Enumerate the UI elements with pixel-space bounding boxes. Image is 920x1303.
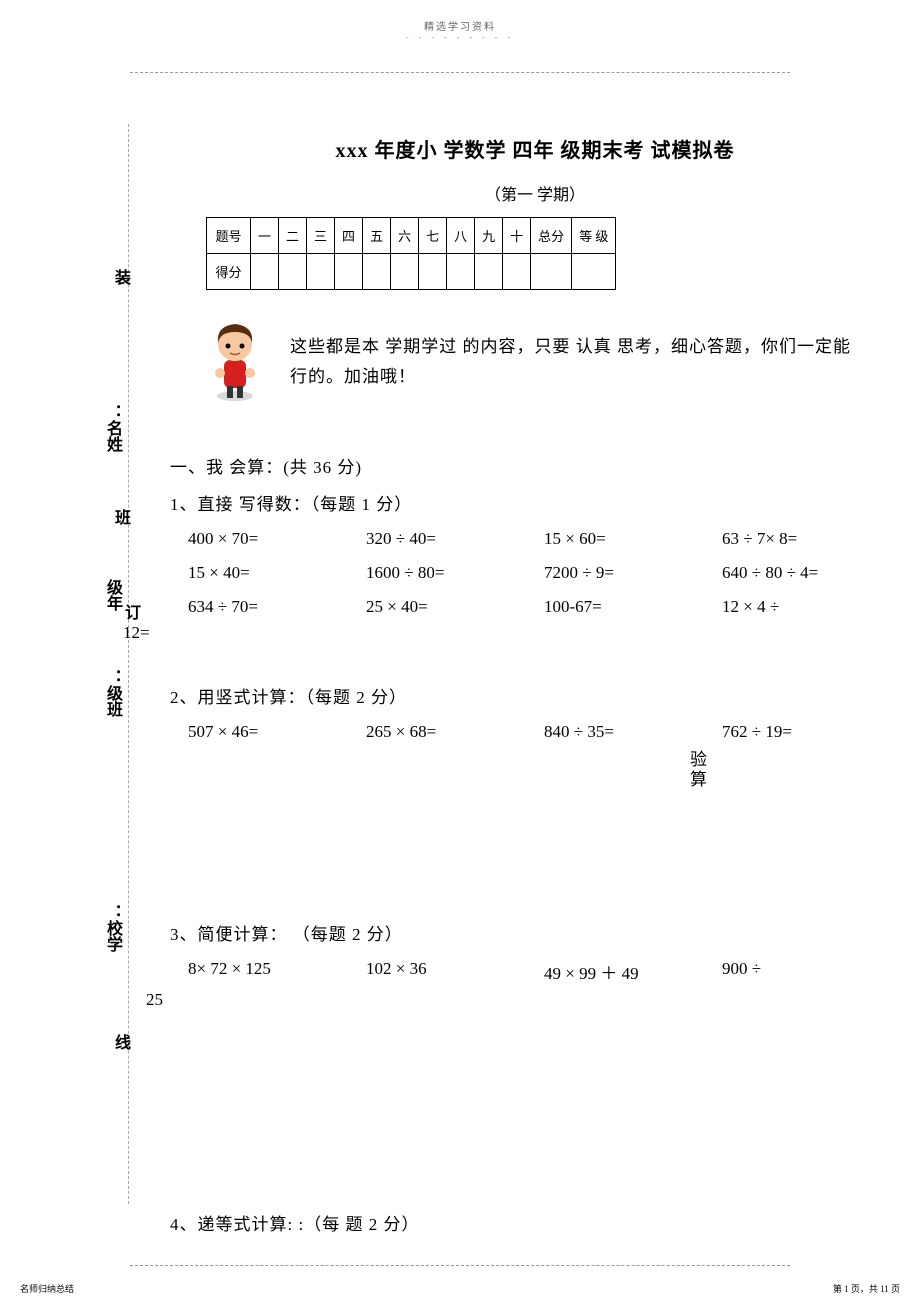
section-heading: 一、我 会算：(共 36 分): [170, 453, 900, 478]
q-cell: 100-67=: [544, 597, 722, 617]
verify-label: 验 算: [690, 750, 900, 790]
margin-xian: 线: [108, 1034, 132, 1050]
score-cell: [391, 254, 419, 290]
sub-heading: 2、用竖式计算：（每题 2 分）: [170, 683, 900, 708]
col-h: 一: [251, 218, 279, 254]
q-cell: 900 ÷: [722, 959, 900, 984]
overflow-text: 25: [146, 990, 900, 1010]
row-label: 得分: [207, 254, 251, 290]
col-h: 七: [419, 218, 447, 254]
q-cell: 25 × 40=: [366, 597, 544, 617]
left-margin: 装 ：名姓 班 级年 订 ：级班 ：校学 线: [0, 124, 130, 1204]
margin-xuexiao: ：校学: [100, 904, 124, 952]
q-cell: 7200 ÷ 9=: [544, 563, 722, 583]
page-body: 装 ：名姓 班 级年 订 ：级班 ：校学 线 xxx 年度小 学数学 四年 级期…: [0, 124, 920, 1235]
margin-zhuang: 装: [108, 269, 132, 285]
content-area: xxx 年度小 学数学 四年 级期末考 试模拟卷 （第一 学期） 题号 一 二 …: [130, 124, 920, 1235]
q-cell: 63 ÷ 7× 8=: [722, 529, 900, 549]
score-cell: [503, 254, 531, 290]
score-cell: [335, 254, 363, 290]
q-cell: 640 ÷ 80 ÷ 4=: [722, 563, 900, 583]
top-divider: [130, 72, 790, 74]
question-row: 8× 72 × 125 102 × 36 49 × 99 ＋ 49 900 ÷: [170, 959, 900, 984]
q-cell: 265 × 68=: [366, 722, 544, 742]
question-row: 400 × 70= 320 ÷ 40= 15 × 60= 63 ÷ 7× 8=: [170, 529, 900, 549]
score-table: 题号 一 二 三 四 五 六 七 八 九 十 总分 等 级 得分: [206, 217, 616, 290]
exam-subtitle: （第一 学期）: [170, 181, 900, 205]
q-cell: 12 × 4 ÷: [722, 597, 900, 617]
score-cell: [307, 254, 335, 290]
bottom-divider: [130, 1265, 790, 1266]
question-row: 634 ÷ 70= 25 × 40= 100-67= 12 × 4 ÷: [170, 597, 900, 617]
q-cell: 840 ÷ 35=: [544, 722, 722, 742]
score-cell: [475, 254, 503, 290]
col-h: 二: [279, 218, 307, 254]
col-h: 八: [447, 218, 475, 254]
q-cell: 634 ÷ 70=: [188, 597, 366, 617]
footer-left: 名师归纳总结: [20, 1282, 74, 1295]
q-cell: 507 × 46=: [188, 722, 366, 742]
margin-ban: 班: [108, 509, 132, 525]
col-h: 四: [335, 218, 363, 254]
q-cell: 320 ÷ 40=: [366, 529, 544, 549]
col-h: 五: [363, 218, 391, 254]
suan: 算: [690, 770, 707, 789]
score-cell: [419, 254, 447, 290]
score-cell: [279, 254, 307, 290]
q-cell: 762 ÷ 19=: [722, 722, 900, 742]
overflow-text: 12=: [123, 623, 900, 643]
question-row: 507 × 46= 265 × 68= 840 ÷ 35= 762 ÷ 19=: [170, 722, 900, 742]
col-h: 十: [503, 218, 531, 254]
score-cell: [531, 254, 572, 290]
margin-banji: ：级班: [100, 669, 124, 717]
header-dots: - - - - - - - - -: [0, 33, 920, 42]
q-cell: 400 × 70=: [188, 529, 366, 549]
margin-name: ：名姓: [100, 404, 124, 452]
q-cell: 15 × 60=: [544, 529, 722, 549]
footer-right: 第 1 页，共 11 页: [833, 1282, 900, 1295]
header-text: 精选学习资料: [0, 0, 920, 33]
table-row: 得分: [207, 254, 616, 290]
row-label: 题号: [207, 218, 251, 254]
sub-heading: 1、直接 写得数：（每题 1 分）: [170, 490, 900, 515]
q-cell: 8× 72 × 125: [188, 959, 366, 984]
page-header: 精选学习资料 - - - - - - - - -: [0, 0, 920, 42]
exam-title: xxx 年度小 学数学 四年 级期末考 试模拟卷: [170, 134, 900, 163]
cartoon-boy-icon: [200, 318, 270, 403]
col-h: 总分: [531, 218, 572, 254]
tip-box: 这些都是本 学期学过 的内容，只要 认真 思考，细心答题，你们一定能行的。加油哦…: [200, 318, 900, 403]
col-h: 三: [307, 218, 335, 254]
table-row: 题号 一 二 三 四 五 六 七 八 九 十 总分 等 级: [207, 218, 616, 254]
score-cell: [251, 254, 279, 290]
yan: 验: [690, 750, 707, 769]
tip-text: 这些都是本 学期学过 的内容，只要 认真 思考，细心答题，你们一定能行的。加油哦…: [270, 318, 860, 392]
q-cell: 102 × 36: [366, 959, 544, 984]
col-h: 九: [475, 218, 503, 254]
col-h: 六: [391, 218, 419, 254]
q-cell: 15 × 40=: [188, 563, 366, 583]
col-h: 等 级: [572, 218, 616, 254]
score-cell: [447, 254, 475, 290]
question-row: 15 × 40= 1600 ÷ 80= 7200 ÷ 9= 640 ÷ 80 ÷…: [170, 563, 900, 583]
sub-heading: 4、递等式计算: :（每 题 2 分）: [170, 1210, 900, 1235]
score-cell: [363, 254, 391, 290]
score-cell: [572, 254, 616, 290]
q-cell: 1600 ÷ 80=: [366, 563, 544, 583]
sub-heading: 3、简便计算： （每题 2 分）: [170, 920, 900, 945]
q-cell: 49 × 99 ＋ 49: [544, 959, 722, 984]
